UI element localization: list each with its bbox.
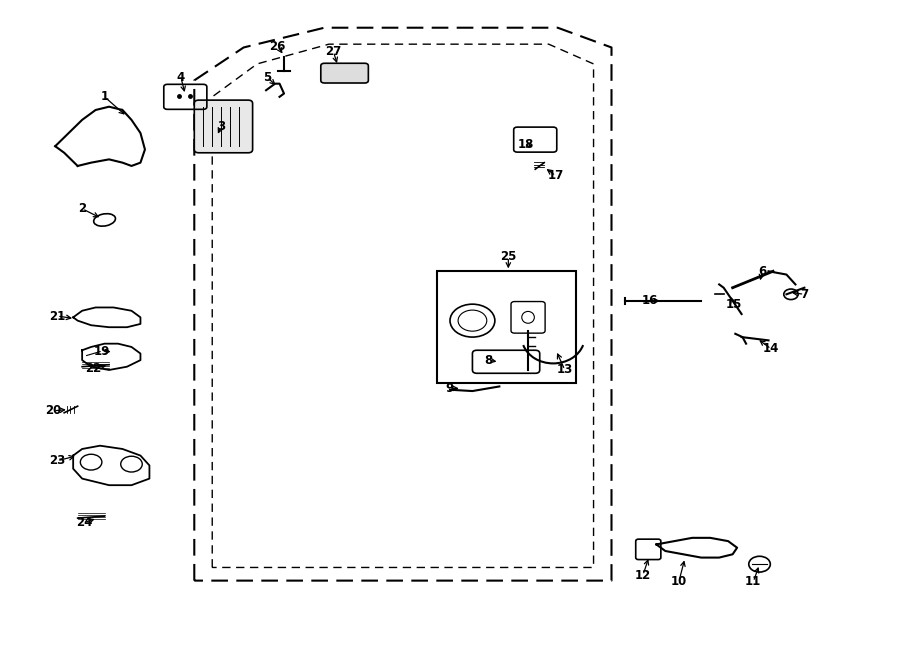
FancyBboxPatch shape <box>320 63 368 83</box>
Text: 22: 22 <box>85 362 101 375</box>
Text: 7: 7 <box>800 288 808 301</box>
Text: 14: 14 <box>763 342 779 356</box>
Text: 19: 19 <box>94 345 110 358</box>
Text: 5: 5 <box>263 71 271 83</box>
Text: 11: 11 <box>745 576 761 588</box>
Text: 9: 9 <box>446 382 454 395</box>
Text: 17: 17 <box>548 169 564 182</box>
Text: 24: 24 <box>76 516 92 529</box>
Text: 12: 12 <box>634 569 651 582</box>
Text: 21: 21 <box>49 309 65 323</box>
Text: 1: 1 <box>101 91 109 103</box>
Text: 13: 13 <box>557 364 573 377</box>
Text: 20: 20 <box>45 405 61 417</box>
Text: 4: 4 <box>176 71 185 83</box>
Text: 25: 25 <box>500 251 517 263</box>
Text: 27: 27 <box>325 45 341 58</box>
Text: 15: 15 <box>725 297 742 311</box>
Text: 16: 16 <box>642 294 658 307</box>
Text: 8: 8 <box>484 354 492 367</box>
FancyBboxPatch shape <box>194 100 253 153</box>
Text: 6: 6 <box>758 265 767 278</box>
Text: 2: 2 <box>78 202 86 215</box>
Text: 26: 26 <box>269 40 286 53</box>
Text: 3: 3 <box>217 120 225 133</box>
Text: 18: 18 <box>518 138 535 151</box>
Text: 10: 10 <box>670 576 687 588</box>
Text: 23: 23 <box>49 454 65 467</box>
